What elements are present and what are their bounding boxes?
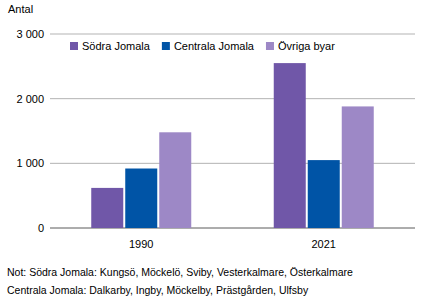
y-tick-label: 2 000	[16, 93, 44, 105]
y-axis-label: Antal	[8, 3, 33, 15]
legend: Södra Jomala Centrala Jomala Övriga byar	[70, 40, 335, 52]
y-tick-label: 0	[38, 222, 44, 234]
bar	[342, 106, 374, 228]
bar	[274, 63, 306, 228]
legend-swatch	[70, 42, 78, 50]
grid-line	[50, 34, 415, 35]
y-tick-label: 1 000	[16, 157, 44, 169]
x-tick-label: 2021	[312, 238, 336, 250]
x-tick-label: 1990	[129, 238, 153, 250]
y-tick-label: 3 000	[16, 28, 44, 40]
legend-swatch	[162, 42, 170, 50]
legend-label: Övriga byar	[278, 40, 335, 52]
bar	[159, 132, 191, 228]
bars	[91, 63, 374, 228]
bar	[125, 169, 157, 228]
bar	[308, 160, 340, 228]
bar	[91, 188, 123, 228]
legend-label: Centrala Jomala	[174, 40, 255, 52]
note: Not: Södra Jomala: Kungsö, Möckelö, Svib…	[7, 266, 353, 278]
grid-line	[50, 98, 415, 99]
legend-label: Södra Jomala	[82, 40, 151, 52]
note: Centrala Jomala: Dalkarby, Ingby, Möckel…	[7, 284, 309, 296]
legend-swatch	[266, 42, 274, 50]
chart: Antal 0 1 000 2 000 3 000 1990 2021 Södra Jomal…	[0, 0, 421, 304]
